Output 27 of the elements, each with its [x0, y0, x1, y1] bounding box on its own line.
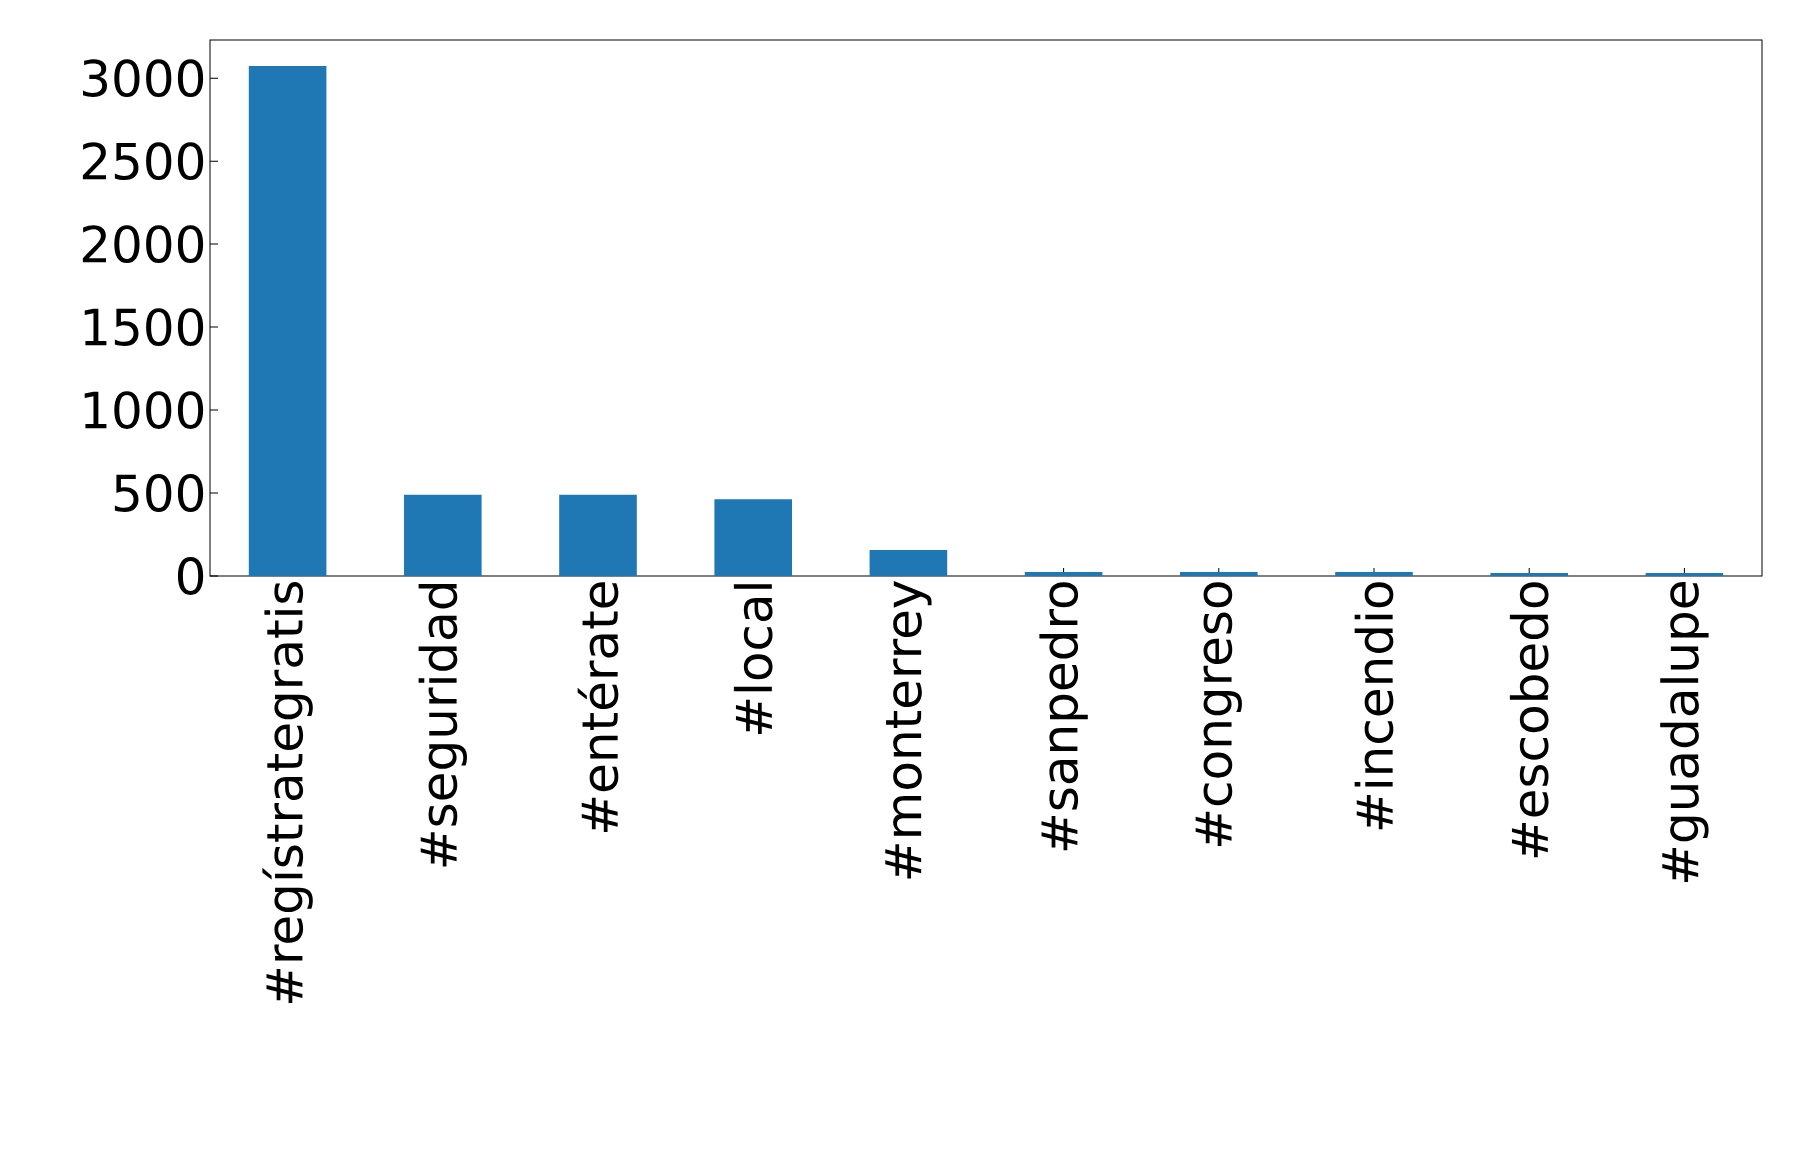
y-tick-label: 1000	[84, 391, 204, 429]
bar	[1645, 573, 1724, 576]
bar	[1335, 572, 1413, 576]
x-tick-label: #congreso	[1195, 582, 1242, 846]
bar	[1490, 573, 1568, 576]
x-tick-label: #local	[733, 584, 773, 735]
y-tick-label: 3000	[83, 59, 204, 98]
bar	[1024, 572, 1103, 576]
x-tick-label: #regístrategratis	[262, 581, 313, 1004]
bar	[248, 65, 327, 576]
x-tick-label: #sanpedro	[1039, 582, 1088, 851]
bar	[404, 494, 482, 576]
x-tick-label: #guadalupe	[1660, 582, 1709, 883]
x-tick-label: #seguridad	[418, 584, 467, 867]
y-tick-label: 2000	[82, 225, 204, 264]
x-tick-label: #escobedo	[1509, 582, 1549, 858]
x-tick-label: #monterrey	[885, 581, 932, 879]
bar	[1180, 572, 1258, 576]
y-tick-label: 1500	[84, 308, 204, 346]
x-tick-label: #entérate	[577, 582, 619, 832]
x-tick-label: #incendio	[1354, 582, 1394, 830]
bar	[869, 550, 948, 576]
y-tick-label: 2500	[82, 142, 204, 181]
y-tick-label: 500	[114, 474, 204, 512]
bar	[559, 494, 637, 576]
bar	[714, 499, 792, 576]
y-tick-label: 0	[177, 557, 204, 595]
